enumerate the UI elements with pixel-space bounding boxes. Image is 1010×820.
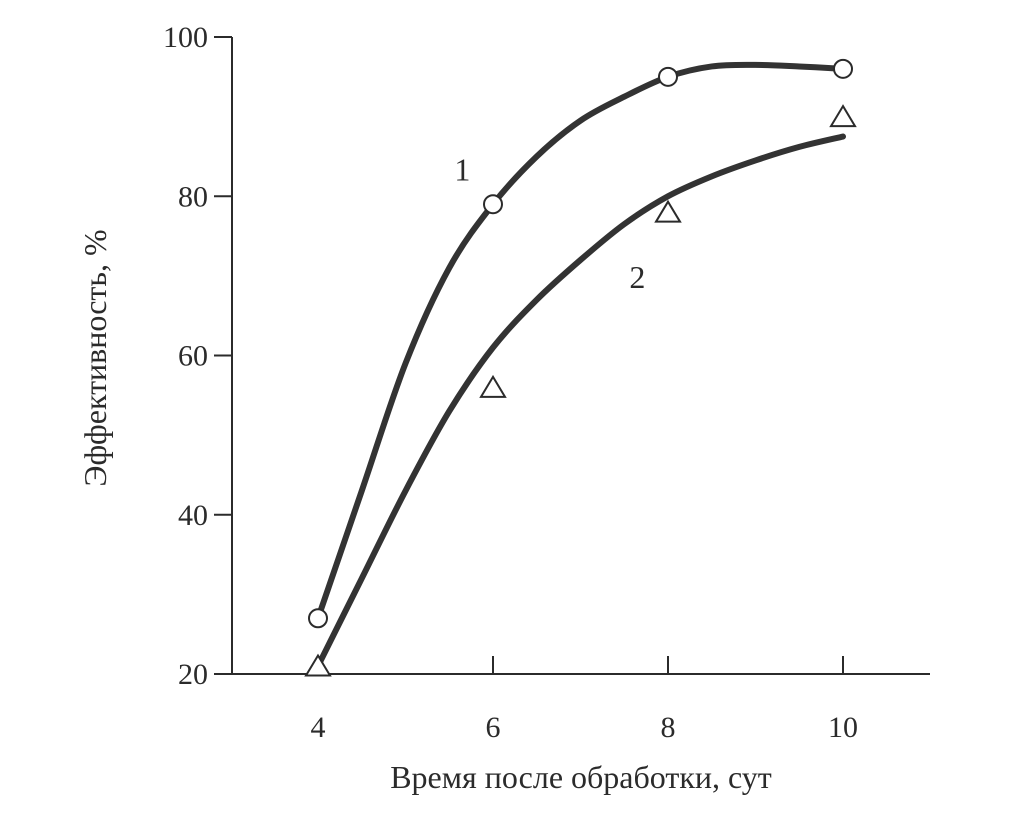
x-tick-label: 6: [486, 711, 501, 744]
series-2-line: [315, 133, 846, 670]
series-2-point: [304, 653, 332, 677]
labels: Время после обработки, сут Эффективность,…: [77, 151, 772, 795]
markers: [304, 58, 857, 677]
curve-label: 1: [454, 151, 470, 187]
curves: [315, 61, 846, 670]
series-1-line: [315, 61, 846, 622]
x-tick-label: 8: [661, 711, 676, 744]
series-1-point: [483, 194, 503, 215]
series-1-point: [308, 608, 328, 629]
x-tick-label: 4: [311, 711, 326, 744]
series-2-point: [479, 374, 507, 398]
x-tick-label: 10: [828, 711, 858, 744]
series-2-point: [829, 104, 857, 128]
series-1-point: [833, 58, 853, 79]
series-2-point: [654, 199, 682, 223]
y-tick-label: 100: [163, 21, 208, 54]
y-tick-label: 20: [178, 658, 208, 691]
y-tick-label: 60: [178, 340, 208, 373]
series-1-point: [658, 66, 678, 87]
y-axis-label: Эффективность, %: [77, 229, 113, 486]
y-tick-label: 80: [178, 180, 208, 213]
x-axis-label: Время после обработки, сут: [390, 759, 772, 795]
y-tick-label: 40: [178, 499, 208, 532]
axes: 20 40 60 80 100 4 6 8 10: [163, 21, 930, 744]
curve-label: 2: [629, 259, 645, 295]
